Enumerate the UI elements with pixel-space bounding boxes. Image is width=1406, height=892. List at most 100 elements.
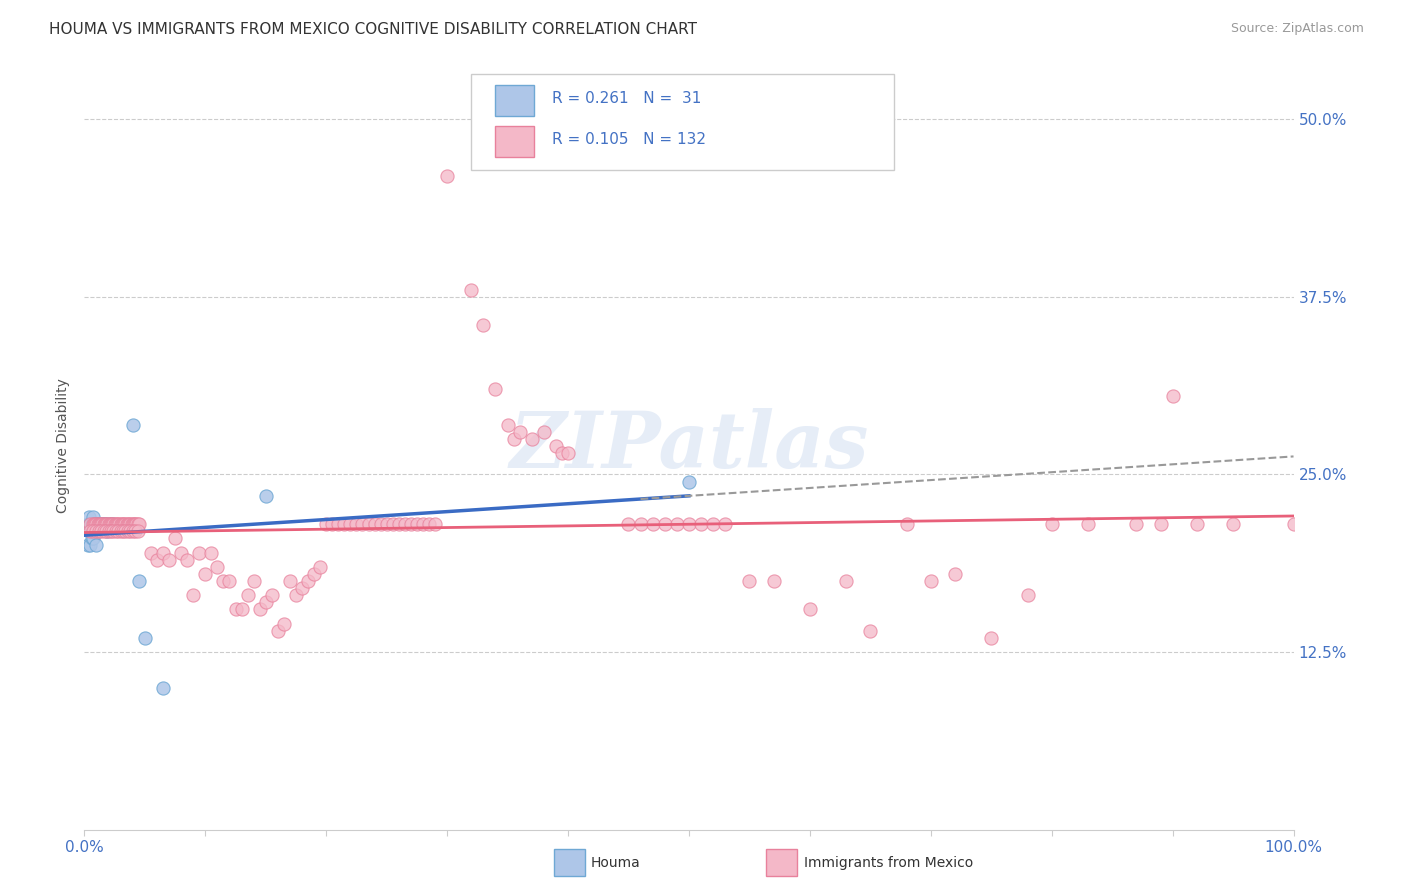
Point (738, 574, 761, 588)
Point (100, 517, 122, 532)
Point (381, 517, 404, 532)
Point (86, 517, 108, 532)
Point (388, 517, 411, 532)
Point (124, 517, 146, 532)
Point (170, 545, 193, 559)
Point (714, 517, 737, 532)
Point (114, 524, 136, 539)
Point (375, 517, 398, 532)
Point (665, 517, 688, 532)
Point (79, 517, 101, 532)
Point (84, 524, 107, 539)
Point (357, 517, 380, 532)
Point (346, 517, 368, 532)
Point (121, 524, 143, 539)
Point (762, 574, 785, 588)
Point (218, 574, 240, 588)
FancyBboxPatch shape (471, 74, 894, 169)
Point (127, 517, 149, 532)
Point (339, 517, 361, 532)
Text: Immigrants from Mexico: Immigrants from Mexico (804, 855, 973, 870)
Point (79, 524, 101, 539)
Text: R = 0.261   N =  31: R = 0.261 N = 31 (553, 91, 702, 105)
Point (309, 559, 332, 574)
Point (93, 517, 115, 532)
Point (678, 517, 700, 532)
Point (352, 517, 374, 532)
Point (236, 588, 259, 602)
Point (260, 588, 283, 602)
Point (502, 432, 524, 446)
Point (94, 524, 117, 539)
Point (82, 524, 104, 539)
Text: ZIPatlas: ZIPatlas (509, 408, 869, 484)
Point (859, 624, 882, 638)
Point (127, 524, 149, 539)
Point (124, 524, 146, 539)
Point (82, 532, 104, 546)
Point (654, 517, 676, 532)
Point (97, 524, 120, 539)
Point (423, 517, 446, 532)
Point (112, 517, 135, 532)
Point (125, 517, 148, 532)
Point (79, 538, 101, 552)
Point (104, 517, 127, 532)
Point (617, 517, 640, 532)
Point (120, 524, 142, 539)
Point (291, 581, 314, 595)
Point (80, 517, 103, 532)
Point (1282, 517, 1305, 532)
Point (82, 517, 104, 532)
Point (146, 552, 169, 566)
Point (97, 517, 120, 532)
Point (114, 517, 136, 532)
Point (91, 517, 114, 532)
Point (1077, 517, 1099, 532)
Point (896, 517, 918, 532)
Point (212, 574, 235, 588)
Point (103, 517, 125, 532)
Point (100, 517, 122, 532)
Point (105, 517, 128, 532)
Point (94, 517, 117, 532)
Point (87, 517, 110, 532)
Point (118, 517, 141, 532)
Point (103, 517, 125, 532)
Point (520, 432, 543, 446)
Point (101, 517, 124, 532)
Point (460, 283, 482, 297)
Point (1125, 517, 1147, 532)
Point (249, 602, 271, 616)
Point (121, 417, 143, 432)
Point (117, 517, 139, 532)
Point (254, 489, 277, 503)
Point (406, 517, 429, 532)
Point (112, 517, 135, 532)
Point (557, 446, 579, 460)
Point (1222, 517, 1244, 532)
Point (399, 517, 422, 532)
Point (86, 517, 108, 532)
Point (97, 517, 120, 532)
Point (418, 517, 440, 532)
Point (90, 517, 112, 532)
Point (107, 524, 129, 539)
Point (87, 524, 110, 539)
Text: Source: ZipAtlas.com: Source: ZipAtlas.com (1230, 22, 1364, 36)
Point (152, 681, 174, 695)
Point (484, 382, 506, 396)
Point (273, 616, 295, 631)
Point (207, 559, 229, 574)
Point (128, 574, 150, 588)
Point (103, 524, 125, 539)
Point (94, 517, 117, 532)
Point (104, 524, 127, 539)
Point (115, 517, 138, 532)
FancyBboxPatch shape (495, 127, 534, 157)
Point (194, 566, 217, 581)
Point (77, 517, 100, 532)
Point (90, 517, 112, 532)
Point (321, 517, 343, 532)
Point (302, 566, 325, 581)
